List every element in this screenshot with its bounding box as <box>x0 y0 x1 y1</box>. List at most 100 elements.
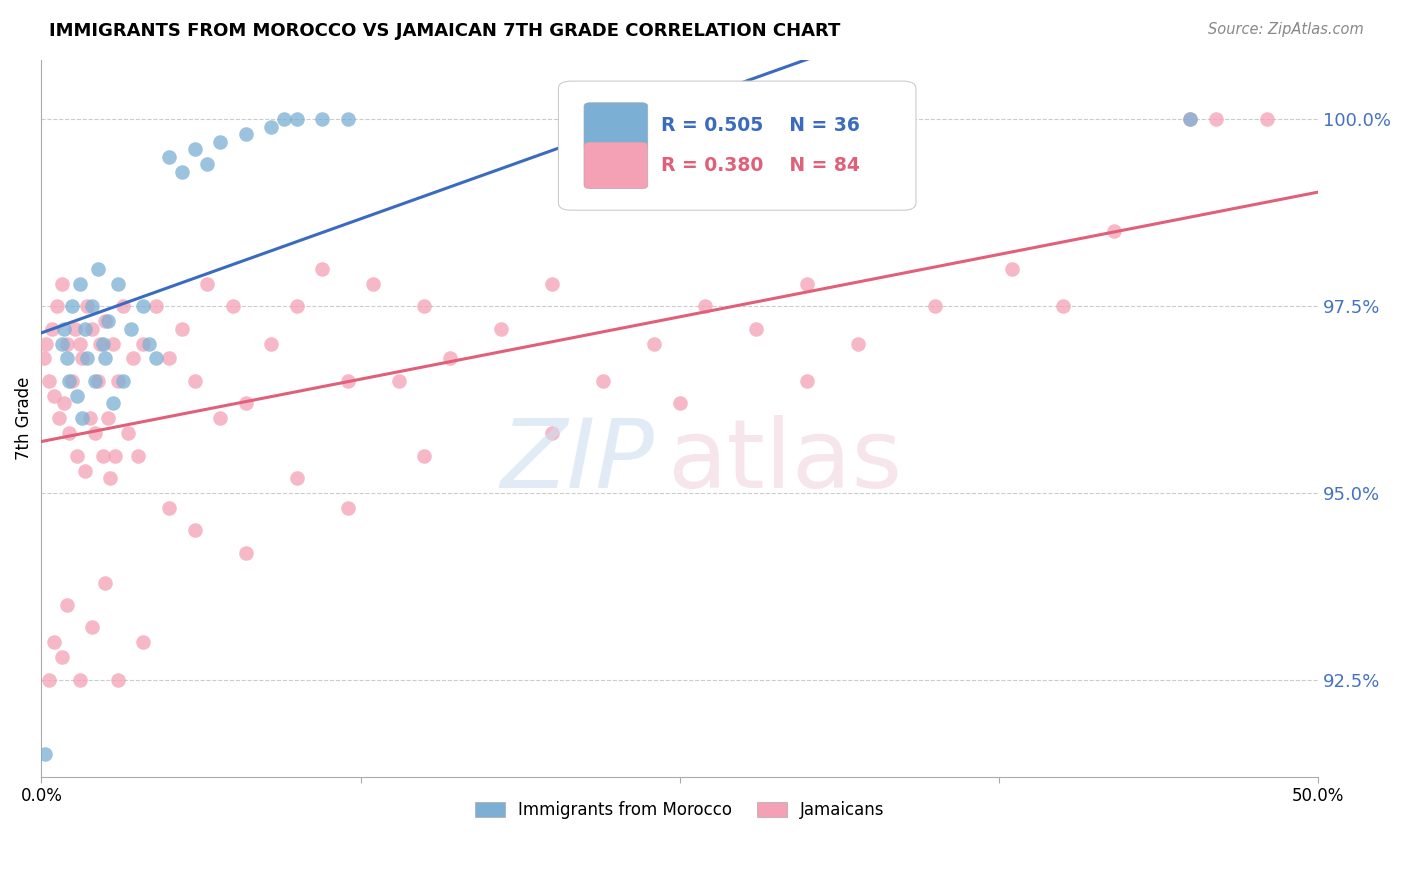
Point <box>84 426 107 441</box>
Point <box>41 321 63 335</box>
Point <box>285 299 308 313</box>
Point <box>745 321 768 335</box>
Point <box>51 336 73 351</box>
Point <box>848 336 870 351</box>
Point <box>209 135 232 149</box>
Point <box>107 374 129 388</box>
Point <box>924 299 946 313</box>
Point <box>38 673 60 687</box>
Point <box>489 321 512 335</box>
Point <box>69 277 91 291</box>
Point <box>112 299 135 313</box>
Point <box>79 411 101 425</box>
Point <box>260 120 283 134</box>
Point <box>541 277 564 291</box>
Point <box>73 464 96 478</box>
Point <box>695 299 717 313</box>
Text: Source: ZipAtlas.com: Source: ZipAtlas.com <box>1208 22 1364 37</box>
Point <box>1180 112 1202 127</box>
Point <box>311 112 333 127</box>
Point <box>1205 112 1227 127</box>
Text: R = 0.505    N = 36: R = 0.505 N = 36 <box>661 117 859 136</box>
Point <box>58 426 80 441</box>
Point <box>51 650 73 665</box>
Point <box>42 389 65 403</box>
Point <box>170 321 193 335</box>
Point <box>273 112 295 127</box>
Point <box>101 396 124 410</box>
Point <box>132 299 155 313</box>
Point <box>157 150 180 164</box>
Point <box>76 299 98 313</box>
Point <box>82 299 104 313</box>
Text: atlas: atlas <box>666 415 903 508</box>
Point <box>796 277 818 291</box>
Point <box>1256 112 1278 127</box>
Point <box>101 336 124 351</box>
Point <box>35 336 58 351</box>
Point <box>195 157 218 171</box>
Point <box>336 112 359 127</box>
Point <box>73 321 96 335</box>
Point <box>66 389 89 403</box>
Point <box>70 351 93 366</box>
Point <box>235 546 257 560</box>
Point <box>70 411 93 425</box>
Point <box>1102 224 1125 238</box>
Point <box>32 351 55 366</box>
Point <box>132 635 155 649</box>
Point <box>42 635 65 649</box>
Point <box>145 351 167 366</box>
Point <box>209 411 232 425</box>
Point <box>363 277 385 291</box>
Text: R = 0.380    N = 84: R = 0.380 N = 84 <box>661 156 859 175</box>
Point <box>1052 299 1074 313</box>
Point <box>91 336 114 351</box>
Point <box>127 449 149 463</box>
Point <box>439 351 461 366</box>
Point <box>541 426 564 441</box>
Point <box>592 374 614 388</box>
FancyBboxPatch shape <box>558 81 915 211</box>
Point <box>51 277 73 291</box>
Point <box>285 112 308 127</box>
Point <box>413 299 436 313</box>
Point <box>86 261 108 276</box>
Point <box>97 411 120 425</box>
Point <box>260 336 283 351</box>
FancyBboxPatch shape <box>583 103 648 149</box>
Point <box>235 396 257 410</box>
Point <box>84 374 107 388</box>
Point <box>89 336 111 351</box>
Point <box>112 374 135 388</box>
Legend: Immigrants from Morocco, Jamaicans: Immigrants from Morocco, Jamaicans <box>468 795 891 826</box>
Point <box>183 524 205 538</box>
Point <box>56 598 79 612</box>
Point <box>183 374 205 388</box>
Point <box>285 471 308 485</box>
Point <box>38 374 60 388</box>
Point <box>235 128 257 142</box>
Point <box>60 374 83 388</box>
Point <box>94 351 117 366</box>
Point <box>86 374 108 388</box>
Point <box>45 299 67 313</box>
Point <box>69 673 91 687</box>
Point <box>98 471 121 485</box>
Point <box>94 575 117 590</box>
Point <box>413 449 436 463</box>
Point <box>668 396 690 410</box>
Point <box>157 500 180 515</box>
Point <box>48 411 70 425</box>
Point <box>311 261 333 276</box>
Point <box>63 321 86 335</box>
Point <box>643 336 665 351</box>
Point <box>132 336 155 351</box>
Point <box>107 673 129 687</box>
Point <box>120 321 142 335</box>
Point <box>82 321 104 335</box>
Point <box>97 314 120 328</box>
Point <box>157 351 180 366</box>
Point <box>1001 261 1024 276</box>
Point <box>82 620 104 634</box>
